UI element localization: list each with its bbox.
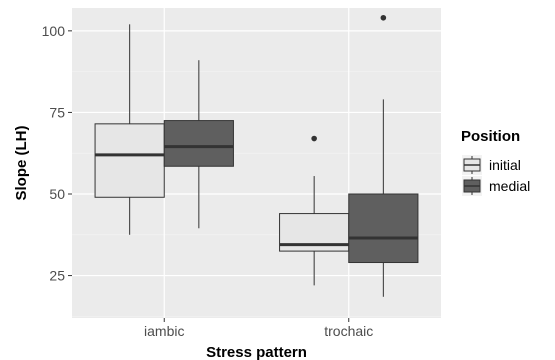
box-initial-iambic — [94, 24, 165, 235]
boxes-layer — [94, 14, 419, 297]
legend-key-initial — [462, 155, 482, 175]
y-axis: 25 50 75 100 — [42, 23, 72, 284]
outlier-point — [311, 135, 317, 142]
y-tick-label: 50 — [49, 186, 65, 202]
y-tick-label: 100 — [42, 23, 66, 39]
outlier-point — [380, 14, 387, 21]
legend-label-initial: initial — [489, 157, 521, 173]
interquartile-box — [163, 120, 234, 167]
legend-title: Position — [461, 128, 520, 145]
y-axis-title: Slope (LH) — [13, 126, 30, 201]
box-medial-trochaic — [348, 14, 419, 297]
legend-key-medial — [462, 176, 482, 196]
interquartile-box — [348, 193, 419, 264]
box-medial-iambic — [163, 60, 234, 229]
interquartile-box — [94, 123, 165, 198]
legend: Position initial medial — [461, 128, 530, 196]
x-tick-label: iambic — [144, 323, 184, 339]
y-tick-label: 25 — [49, 268, 65, 284]
legend-label-medial: medial — [489, 178, 530, 194]
y-tick-label: 75 — [49, 104, 65, 120]
x-axis-title: Stress pattern — [206, 344, 307, 360]
x-tick-label: trochaic — [324, 323, 373, 339]
x-axis: iambic trochaic — [144, 318, 373, 339]
